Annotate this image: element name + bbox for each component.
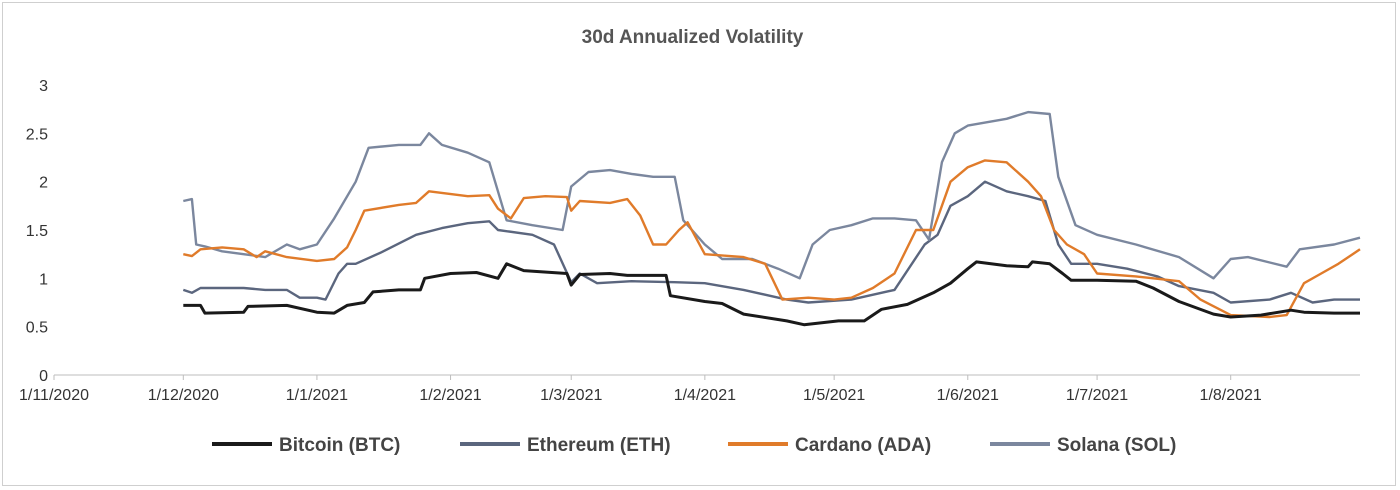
y-tick-label: 2 <box>39 175 48 192</box>
legend: Bitcoin (BTC) Ethereum (ETH) Cardano (ADA)… <box>212 435 1176 456</box>
x-axis-ticks: 1/11/2020 1/12/2020 1/1/2021 1/2/2021 1/3/20… <box>19 375 1262 404</box>
legend-label: Bitcoin (BTC) <box>279 435 400 456</box>
y-tick-label: 0.5 <box>26 320 48 337</box>
x-tick-label: 1/4/2021 <box>674 387 736 404</box>
legend-label: Cardano (ADA) <box>795 435 931 456</box>
series-lines <box>182 110 1361 327</box>
x-tick-label: 1/2/2021 <box>419 387 481 404</box>
series-line-cardano-ada <box>183 159 1361 319</box>
x-tick-label: 1/8/2021 <box>1200 387 1262 404</box>
series-line-bitcoin-btc <box>183 260 1360 327</box>
x-tick-label: 1/11/2020 <box>19 387 89 404</box>
x-tick-label: 1/6/2021 <box>937 387 999 404</box>
x-tick-label: 1/12/2020 <box>148 387 219 404</box>
y-tick-label: 2.5 <box>26 126 48 143</box>
x-tick-label: 1/1/2021 <box>286 387 348 404</box>
x-tick-label: 1/7/2021 <box>1066 387 1128 404</box>
series-line-solana-sol <box>183 110 1361 280</box>
x-tick-label: 1/5/2021 <box>803 387 865 404</box>
chart-title: 30d Annualized Volatility <box>581 27 804 48</box>
y-tick-label: 0 <box>39 368 48 385</box>
y-tick-label: 3 <box>39 78 48 95</box>
x-tick-label: 1/3/2021 <box>540 387 602 404</box>
legend-label: Solana (SOL) <box>1057 435 1176 456</box>
series-line-ethereum-eth <box>182 180 1360 304</box>
y-tick-label: 1.5 <box>26 223 48 240</box>
y-axis-ticks: 0 0.5 1 1.5 2 2.5 3 <box>26 78 48 385</box>
y-tick-label: 1 <box>39 271 48 288</box>
legend-label: Ethereum (ETH) <box>527 435 671 456</box>
